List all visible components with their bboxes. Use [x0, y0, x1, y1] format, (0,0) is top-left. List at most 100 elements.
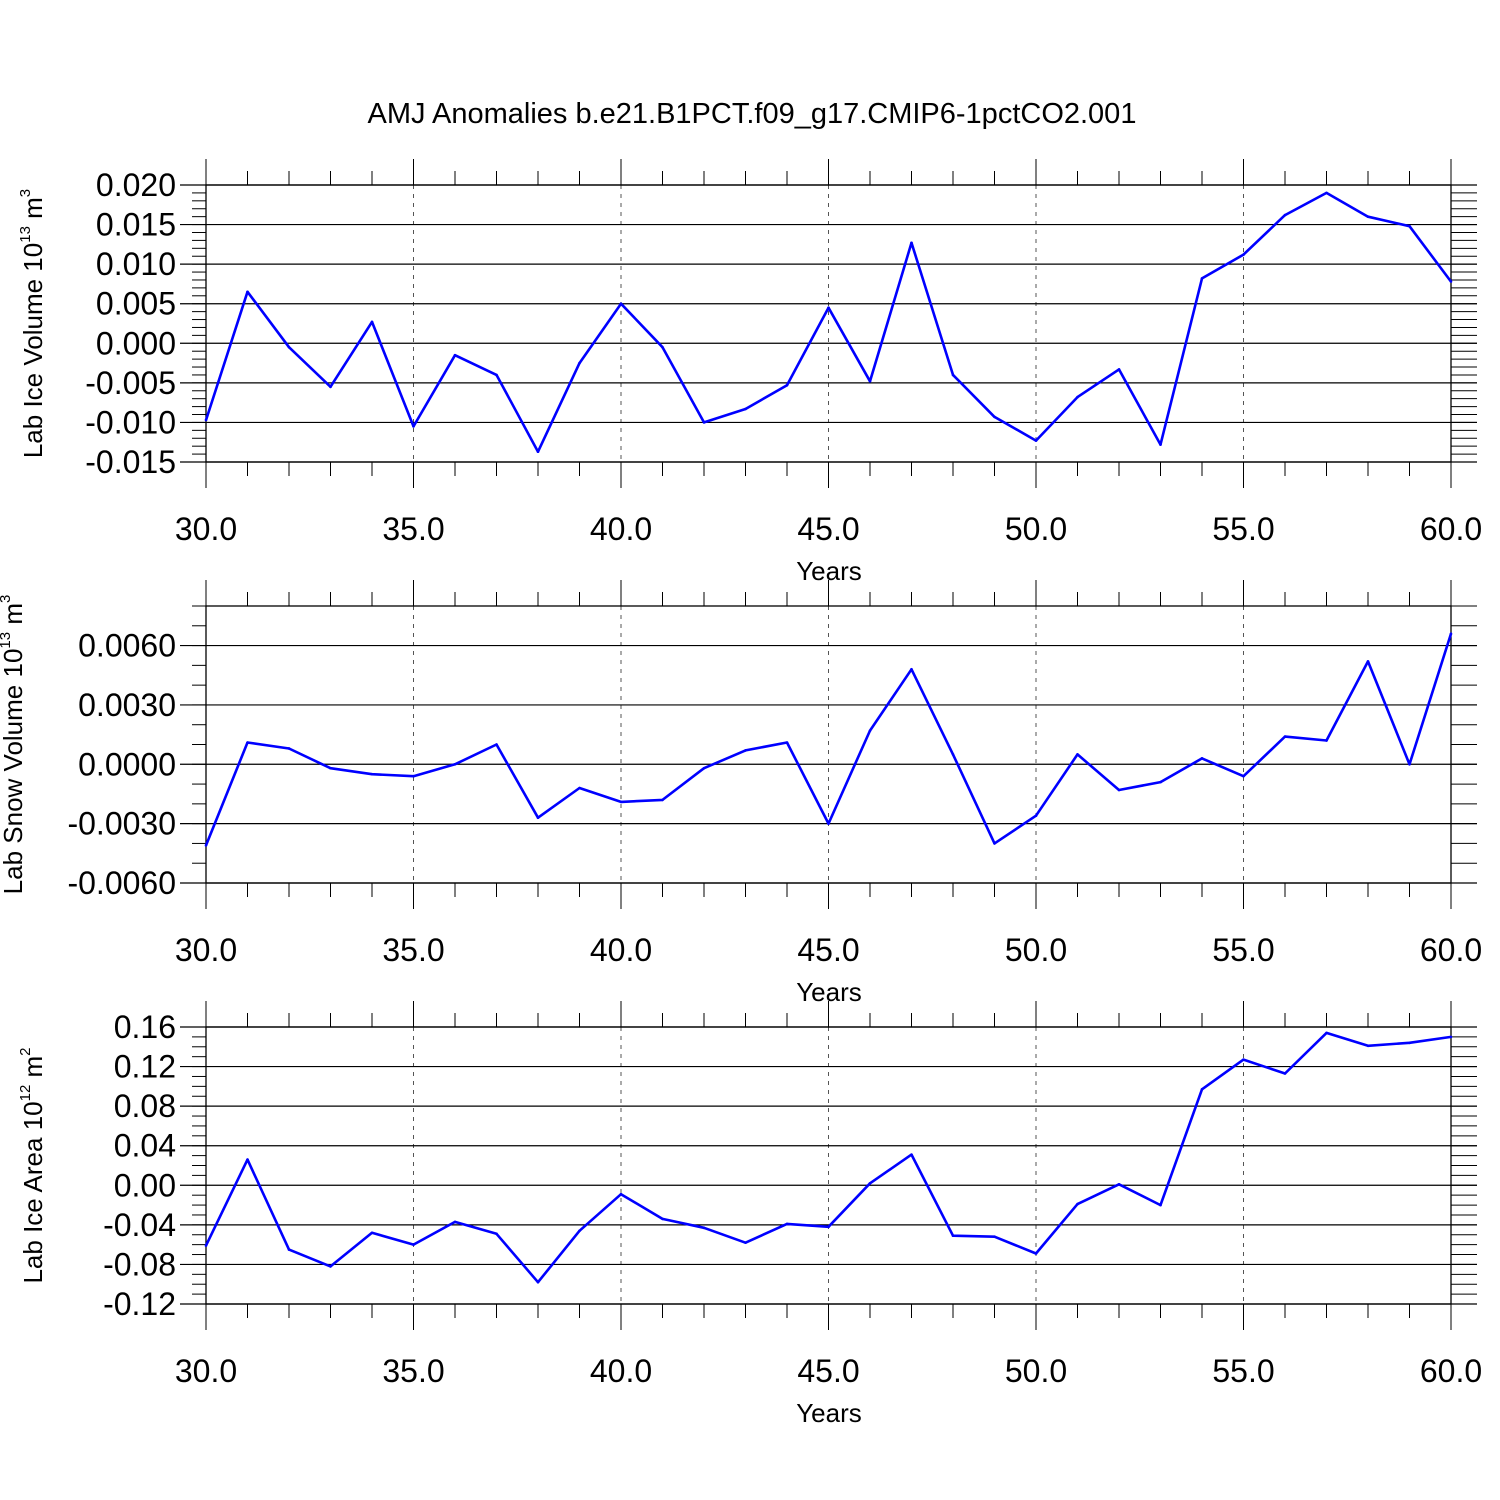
data-point: [1449, 632, 1453, 635]
data-point: [619, 800, 623, 804]
data-point: [1159, 1203, 1162, 1207]
data-point: [412, 774, 415, 778]
data-point: [993, 842, 996, 845]
data-point: [370, 1231, 374, 1235]
y-tick-label: -0.005: [85, 365, 176, 401]
data-point: [246, 741, 249, 744]
data-point: [1076, 753, 1079, 756]
y-tick-label: -0.04: [103, 1207, 176, 1243]
data-point: [910, 241, 913, 245]
data-point: [204, 418, 208, 422]
x-tick-label: 55.0: [1212, 511, 1274, 547]
x-tick-label: 45.0: [797, 1353, 859, 1389]
data-point: [702, 766, 706, 770]
data-point: [1200, 277, 1204, 280]
data-point: [868, 729, 872, 732]
y-axis-label: Lab Snow Volume 1013 m3: [0, 595, 28, 895]
x-axis-label: Years: [796, 1398, 862, 1428]
y-tick-label: -0.12: [103, 1286, 176, 1322]
data-point: [702, 421, 706, 424]
y-axis-label-unit: m: [18, 197, 48, 226]
data-point: [1242, 253, 1245, 256]
x-tick-label: 40.0: [590, 932, 652, 968]
data-point: [204, 1244, 208, 1247]
data-point: [1159, 443, 1162, 446]
data-point: [246, 1158, 249, 1161]
data-point: [204, 844, 208, 847]
data-point: [453, 762, 457, 766]
y-tick-label: 0.0000: [78, 746, 176, 782]
data-point: [536, 1280, 540, 1284]
y-tick-label: 0.16: [114, 1009, 176, 1045]
data-point: [578, 361, 581, 365]
data-point: [536, 450, 540, 454]
x-tick-label: 55.0: [1212, 932, 1274, 968]
data-point: [1034, 814, 1038, 818]
y-axis-label-text: Lab Ice Area 10: [18, 1101, 48, 1283]
data-point: [785, 741, 789, 744]
data-point: [246, 290, 249, 294]
data-point: [495, 373, 498, 377]
x-tick-label: 50.0: [1005, 511, 1067, 547]
x-tick-label: 60.0: [1420, 932, 1482, 968]
data-point: [661, 345, 664, 349]
data-point: [1366, 660, 1370, 663]
data-point: [868, 379, 872, 383]
y-axis-label-unit: m: [0, 603, 28, 632]
data-point: [619, 1192, 623, 1196]
data-point: [1325, 739, 1328, 742]
data-point: [1283, 1072, 1287, 1075]
x-tick-label: 40.0: [590, 1353, 652, 1389]
data-point: [1408, 762, 1411, 766]
y-tick-label: -0.0030: [67, 806, 176, 842]
y-tick-label: 0.000: [96, 325, 176, 361]
y-tick-label: 0.0030: [78, 687, 176, 723]
data-point: [1242, 1058, 1245, 1061]
data-point: [1242, 774, 1245, 778]
data-point: [951, 1234, 955, 1238]
data-point: [951, 373, 955, 377]
data-point: [412, 425, 415, 428]
data-point: [1325, 1031, 1328, 1035]
data-point: [1034, 1252, 1038, 1255]
x-tick-label: 45.0: [797, 932, 859, 968]
data-point: [412, 1243, 415, 1246]
data-point: [1283, 213, 1287, 217]
data-point: [1366, 215, 1370, 218]
data-point: [868, 1182, 872, 1185]
y-axis-label-unit-sup: 2: [17, 1047, 34, 1055]
y-axis-label-unit: m: [18, 1056, 48, 1085]
y-tick-label: 0.0060: [78, 628, 176, 664]
data-point: [1117, 1182, 1121, 1186]
data-point: [1200, 1088, 1204, 1091]
data-point: [744, 749, 747, 752]
data-point: [1283, 735, 1287, 738]
y-axis-label-sup: 12: [17, 1085, 34, 1102]
data-point: [495, 743, 498, 746]
data-point: [495, 1232, 498, 1236]
data-point: [453, 353, 457, 357]
data-point: [910, 1153, 913, 1156]
data-point: [993, 1235, 996, 1239]
data-point: [785, 383, 789, 387]
x-tick-label: 60.0: [1420, 511, 1482, 547]
x-tick-label: 45.0: [797, 511, 859, 547]
data-point: [951, 753, 955, 756]
y-tick-label: -0.08: [103, 1246, 176, 1282]
data-point: [910, 668, 913, 671]
data-point: [993, 415, 996, 419]
x-tick-label: 50.0: [1005, 1353, 1067, 1389]
data-point: [1076, 1202, 1079, 1206]
y-tick-label: 0.00: [114, 1167, 176, 1203]
data-point: [578, 786, 581, 790]
data-point: [370, 772, 374, 776]
data-point: [661, 1217, 664, 1221]
x-tick-label: 40.0: [590, 511, 652, 547]
panel-2: -0.0060 -0.0030 0.0000 0.0030 0.0060 30.0 35.0…: [0, 580, 1482, 1007]
data-point: [453, 1220, 457, 1224]
data-point: [1076, 395, 1079, 399]
data-point: [329, 385, 332, 389]
data-point: [1325, 191, 1328, 195]
